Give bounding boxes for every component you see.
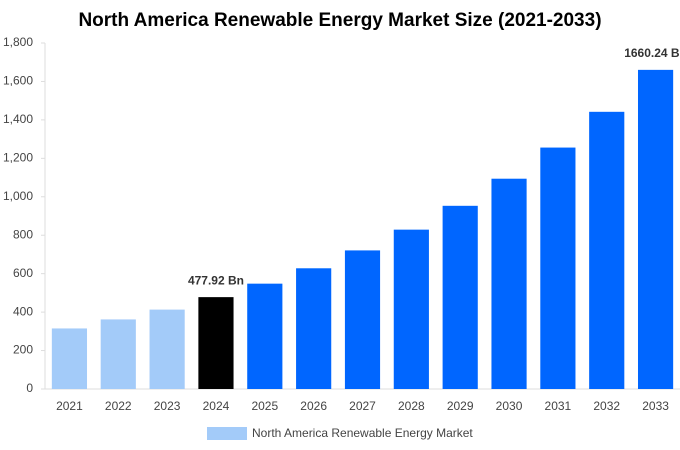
x-tick-label: 2030 <box>496 399 523 413</box>
bar <box>247 283 283 389</box>
bar <box>100 319 136 389</box>
x-tick-label: 2027 <box>349 399 376 413</box>
x-tick-label: 2021 <box>56 399 83 413</box>
x-tick-label: 2031 <box>545 399 572 413</box>
bar <box>149 309 185 389</box>
bar <box>491 178 527 389</box>
x-tick-label: 2022 <box>105 399 132 413</box>
x-tick-label: 2033 <box>642 399 669 413</box>
y-tick-label: 1,600 <box>3 74 33 88</box>
legend-label: North America Renewable Energy Market <box>252 426 473 440</box>
y-tick-label: 1,000 <box>3 189 33 203</box>
bar <box>540 147 576 389</box>
y-tick-label: 200 <box>13 343 33 357</box>
bar <box>393 229 429 389</box>
x-tick-label: 2026 <box>300 399 327 413</box>
chart-title: North America Renewable Energy Market Si… <box>78 10 601 31</box>
y-tick-label: 1,400 <box>3 112 33 126</box>
x-tick-label: 2032 <box>593 399 620 413</box>
y-tick-label: 1,200 <box>3 151 33 165</box>
x-tick-label: 2024 <box>203 399 230 413</box>
x-tick-label: 2029 <box>447 399 474 413</box>
value-label: 477.92 Bn <box>188 273 244 287</box>
y-tick-label: 800 <box>13 227 33 241</box>
bar <box>589 111 625 389</box>
bar <box>51 328 88 389</box>
x-tick-label: 2025 <box>251 399 278 413</box>
bar <box>344 250 381 389</box>
x-tick-label: 2028 <box>398 399 425 413</box>
value-label: 1660.24 Bn <box>624 46 680 60</box>
bar <box>637 69 674 389</box>
y-tick-label: 1,800 <box>3 35 33 49</box>
bar <box>296 268 332 389</box>
y-tick-label: 0 <box>26 381 33 395</box>
y-tick-label: 600 <box>13 266 33 280</box>
legend-swatch <box>207 427 247 440</box>
bar <box>198 297 234 389</box>
x-tick-label: 2023 <box>154 399 181 413</box>
bar <box>442 205 478 389</box>
y-tick-label: 400 <box>13 304 33 318</box>
